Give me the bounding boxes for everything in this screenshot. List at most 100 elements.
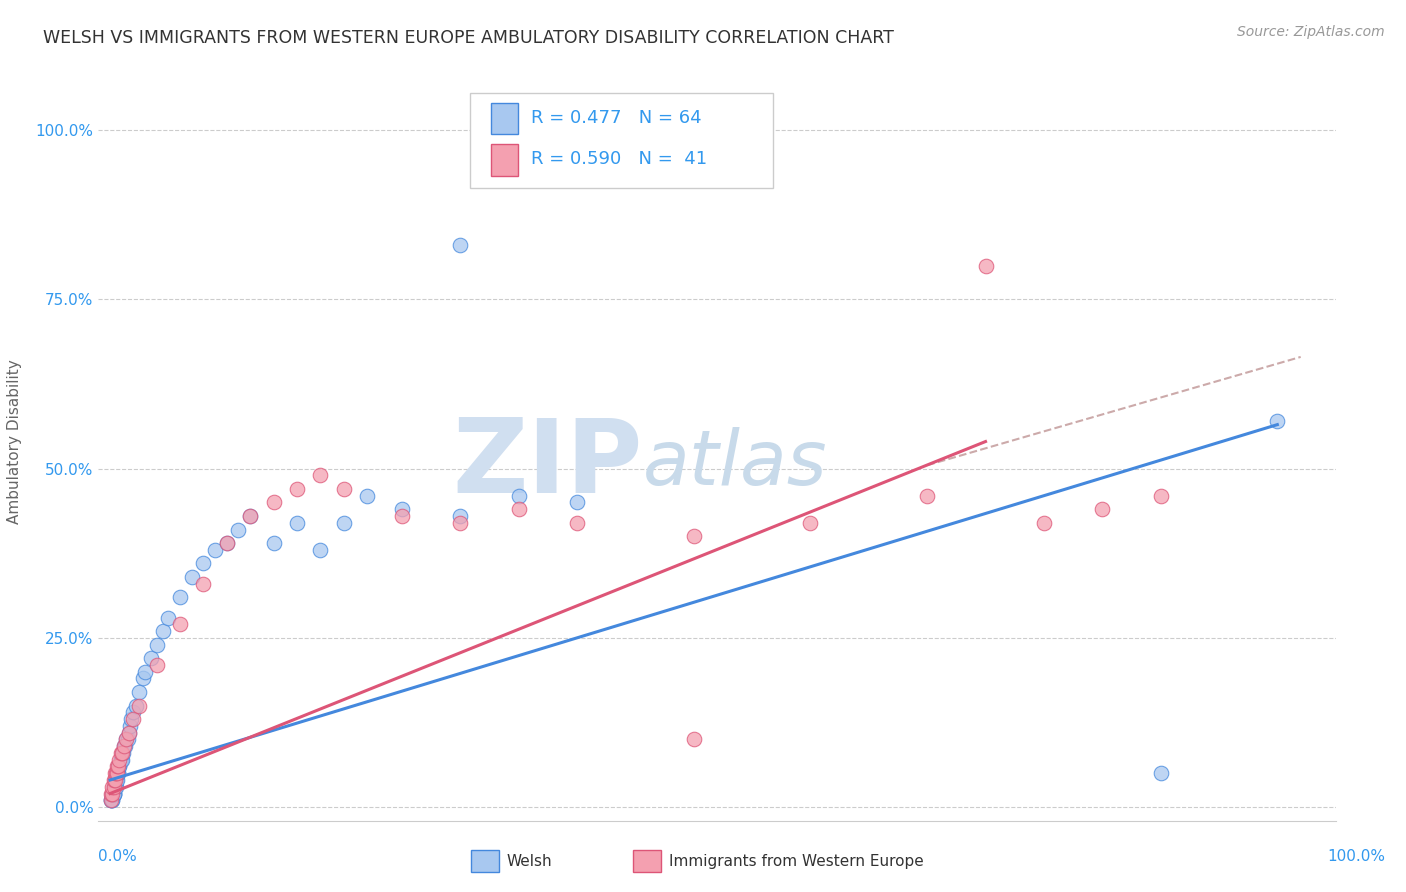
Point (104, 772, 127, 787)
Point (128, 698, 150, 713)
Point (391, 508, 413, 523)
Point (309, 468, 332, 483)
Point (111, 746, 134, 760)
Point (1149, 766, 1171, 780)
Point (565, 495, 588, 509)
Point (332, 482, 354, 496)
Point (103, 787, 125, 801)
Point (263, 536, 285, 550)
Point (107, 766, 129, 780)
Point (105, 766, 128, 780)
Point (309, 542, 332, 557)
Point (193, 576, 215, 591)
Point (974, 259, 997, 273)
Point (103, 780, 125, 794)
Point (104, 780, 127, 794)
Point (112, 739, 135, 754)
Point (100, 793, 122, 807)
Point (100, 793, 122, 807)
Point (104, 772, 127, 787)
Point (508, 489, 530, 503)
Point (105, 766, 128, 780)
Point (239, 508, 262, 523)
Point (449, 516, 471, 530)
Point (128, 685, 150, 699)
Point (103, 780, 125, 794)
Point (169, 591, 191, 605)
Point (101, 793, 124, 807)
Point (285, 482, 308, 496)
Point (103, 787, 125, 801)
Point (100, 787, 122, 801)
Point (110, 753, 132, 767)
Text: 100.0%: 100.0% (1327, 849, 1385, 863)
Point (122, 712, 145, 726)
Point (111, 753, 134, 767)
Point (101, 793, 124, 807)
Point (122, 706, 145, 720)
Point (104, 772, 127, 787)
Point (104, 772, 127, 787)
Point (103, 772, 125, 787)
Point (152, 624, 174, 639)
Point (391, 502, 413, 516)
Point (108, 753, 131, 767)
FancyBboxPatch shape (470, 93, 773, 187)
Text: 0.0%: 0.0% (98, 849, 138, 863)
Point (146, 638, 169, 652)
Point (110, 746, 132, 760)
Point (110, 753, 132, 767)
Point (1032, 516, 1054, 530)
Text: atlas: atlas (643, 427, 827, 501)
Point (101, 787, 124, 801)
Point (134, 665, 156, 679)
Text: Source: ZipAtlas.com: Source: ZipAtlas.com (1237, 25, 1385, 39)
Bar (491, 103, 517, 135)
Y-axis label: Ambulatory Disability: Ambulatory Disability (7, 359, 21, 524)
Point (115, 732, 138, 747)
Point (112, 739, 135, 754)
Point (263, 495, 285, 509)
Point (132, 672, 155, 686)
Point (105, 772, 128, 787)
Point (228, 523, 250, 537)
Point (111, 746, 134, 760)
Point (285, 516, 308, 530)
Point (118, 725, 141, 739)
Point (104, 766, 127, 780)
Point (117, 732, 139, 747)
Point (332, 516, 354, 530)
Point (157, 610, 180, 624)
Point (449, 238, 471, 252)
Point (104, 780, 127, 794)
Point (449, 508, 471, 523)
Text: R = 0.477   N = 64: R = 0.477 N = 64 (531, 109, 702, 127)
Point (100, 793, 122, 807)
Point (111, 746, 134, 760)
Point (215, 536, 238, 550)
Point (101, 780, 124, 794)
Point (114, 739, 136, 754)
Point (105, 759, 128, 773)
Text: Immigrants from Western Europe: Immigrants from Western Europe (669, 855, 924, 869)
Point (239, 508, 262, 523)
Point (215, 536, 238, 550)
Point (799, 516, 821, 530)
Point (107, 759, 129, 773)
Point (108, 759, 131, 773)
Point (139, 651, 162, 665)
Point (107, 759, 129, 773)
Point (1091, 502, 1114, 516)
Text: ZIP: ZIP (453, 414, 643, 515)
Point (1149, 489, 1171, 503)
Point (103, 787, 125, 801)
Point (107, 766, 129, 780)
Point (105, 766, 128, 780)
Point (204, 542, 226, 557)
Point (104, 780, 127, 794)
Point (682, 732, 704, 747)
Point (104, 780, 127, 794)
Text: Welsh: Welsh (506, 855, 551, 869)
Point (108, 759, 131, 773)
Point (682, 529, 704, 543)
